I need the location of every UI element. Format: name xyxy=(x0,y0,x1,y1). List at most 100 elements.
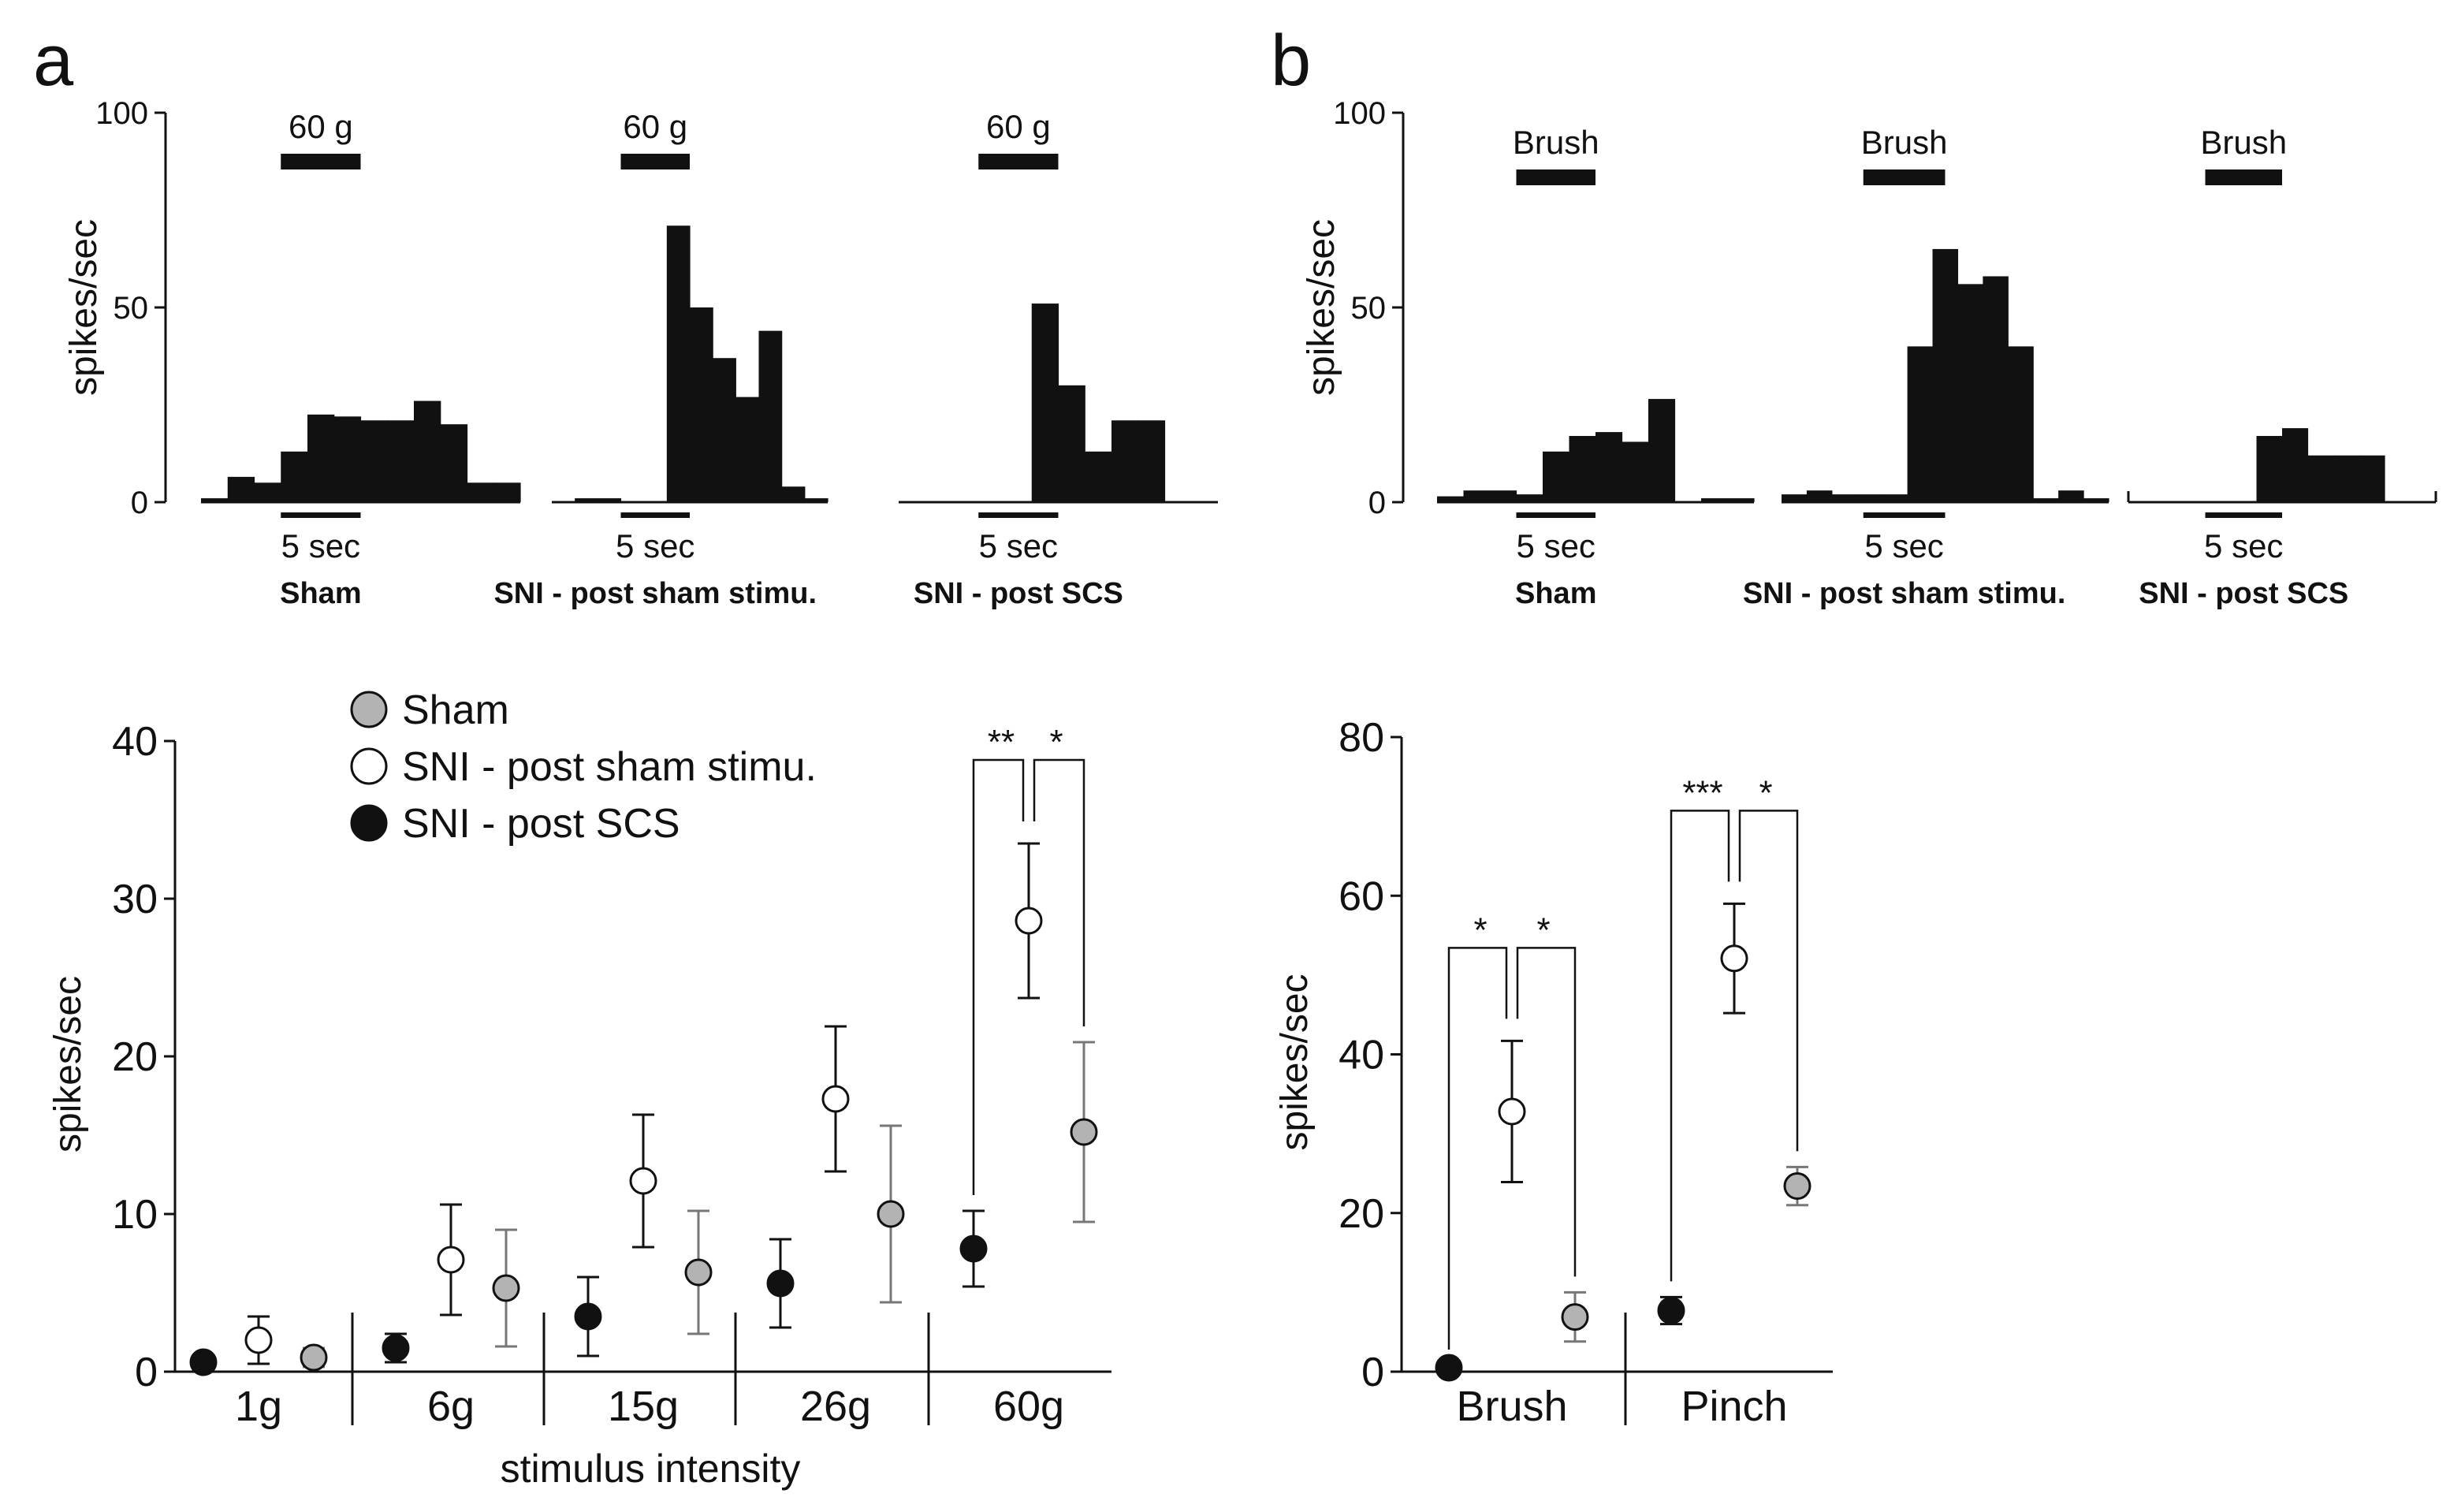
bracket-left xyxy=(972,758,1025,1195)
stimulus-bar xyxy=(1863,169,1945,185)
hist-y-tick-label: 100 xyxy=(1333,96,1386,131)
histogram-bar xyxy=(713,358,736,502)
histogram-3: Brush 5 sec SNI - post SCS xyxy=(2127,124,2437,610)
category-label: Brush xyxy=(1456,1383,1567,1430)
histogram-bar xyxy=(307,414,335,502)
histogram-bar xyxy=(758,330,783,502)
data-point-sni-post-sham-stimu- xyxy=(437,1246,465,1274)
significance-label: * xyxy=(1536,911,1550,949)
condition-label: SNI - post sham stimu. xyxy=(493,577,817,610)
histogram-bar xyxy=(440,424,468,502)
histogram-bar xyxy=(804,498,828,502)
histogram-bar xyxy=(1543,451,1570,502)
histogram-bar xyxy=(2033,498,2059,502)
y-tick-label: 80 xyxy=(1339,715,1384,761)
time-scale-bar xyxy=(281,512,361,518)
time-scale-bar xyxy=(978,512,1059,518)
time-scale-label: 5 sec xyxy=(616,527,694,564)
condition-label: SNI - post SCS xyxy=(2139,577,2348,610)
bracket-right xyxy=(1516,947,1577,1277)
significance-label: * xyxy=(1049,723,1063,762)
histogram-bar xyxy=(1701,498,1729,502)
hist-y-axis-title: spikes/sec xyxy=(63,219,105,396)
histogram-bar xyxy=(254,482,281,502)
category-label: 60g xyxy=(993,1383,1064,1430)
legend-marker xyxy=(350,691,388,728)
hist-y-tick-label: 100 xyxy=(95,96,148,131)
data-point-sni-post-scs xyxy=(959,1235,988,1263)
time-scale-label: 5 sec xyxy=(1517,527,1595,564)
histogram-bar xyxy=(690,307,713,502)
panel-a-scatter-plot: 0 10 20 30 40 spikes/sec stimulus intensity 1g 6… xyxy=(47,719,1111,1491)
histogram-2: Brush 5 sec SNI - post sham stimu. xyxy=(1743,124,2109,610)
histogram-bar xyxy=(1957,284,1983,502)
histogram-bar xyxy=(227,476,255,502)
time-scale-label: 5 sec xyxy=(2204,527,2283,564)
stimulus-bar xyxy=(281,154,361,169)
histogram-bar xyxy=(1983,276,2009,502)
stimulus-bar xyxy=(2205,169,2282,185)
histogram-bar xyxy=(1648,399,1676,502)
bracket-left xyxy=(1670,810,1730,1282)
histogram-bar xyxy=(1111,420,1139,502)
significance-label: ** xyxy=(988,723,1015,762)
histogram-bar xyxy=(781,486,806,502)
category-label: Pinch xyxy=(1681,1383,1787,1430)
y-tick-label: 40 xyxy=(112,719,158,765)
data-point-sham xyxy=(877,1200,905,1228)
data-point-sni-post-sham-stimu- xyxy=(821,1085,850,1113)
stimulus-label: 60 g xyxy=(289,108,353,145)
stimulus-label: Brush xyxy=(1513,124,1599,161)
panel-letter-a: a xyxy=(33,20,74,101)
legend-marker xyxy=(350,747,388,785)
condition-label: SNI - post sham stimu. xyxy=(1743,577,2066,610)
histogram-bar xyxy=(493,482,521,502)
histogram-bar xyxy=(2282,428,2309,502)
hist-y-tick-label: 0 xyxy=(131,486,148,520)
data-point-sham xyxy=(1561,1303,1589,1331)
histogram-bar xyxy=(575,498,598,502)
stimulus-bar xyxy=(1516,169,1595,185)
histogram-bar xyxy=(414,400,441,502)
data-point-sham xyxy=(300,1343,328,1372)
histogram-bar xyxy=(1831,494,1858,502)
significance-label: *** xyxy=(1682,773,1722,812)
data-point-sni-post-scs xyxy=(1657,1297,1685,1325)
data-point-sni-post-scs xyxy=(382,1334,410,1362)
stimulus-bar xyxy=(620,154,690,169)
hist-y-axis-title: spikes/sec xyxy=(1301,219,1342,396)
data-point-sni-post-scs xyxy=(766,1269,795,1298)
stimulus-label: 60 g xyxy=(986,108,1051,145)
histogram-bar xyxy=(1138,420,1166,502)
bracket-right xyxy=(1033,758,1085,1026)
y-tick-label: 0 xyxy=(135,1350,158,1395)
legend: Sham SNI - post sham stimu. SNI - post SCS xyxy=(350,687,817,847)
time-scale-bar xyxy=(2205,512,2282,518)
data-point-sni-post-sham-stimu- xyxy=(1498,1097,1526,1126)
panel-letter-b: b xyxy=(1271,20,1311,101)
histogram-2: 60 g 5 sec SNI - post sham stimu. xyxy=(493,108,828,610)
histogram-bar xyxy=(1907,346,1934,502)
panel-a-histograms: 100 50 0 spikes/sec 60 g 5 sec Sham 60 g 5 sec SN… xyxy=(63,96,1218,610)
stimulus-label: Brush xyxy=(1861,124,1948,161)
significance-bracket: * * xyxy=(1447,911,1577,1350)
histogram-bar xyxy=(1463,490,1491,502)
histogram-bar xyxy=(598,498,622,502)
histogram-bar xyxy=(1856,494,1883,502)
histogram-bar xyxy=(1490,490,1517,502)
legend-label: Sham xyxy=(402,687,509,733)
stimulus-bar xyxy=(978,154,1059,169)
histogram-bar xyxy=(2359,455,2385,502)
histogram-bar xyxy=(735,397,760,502)
data-point-sni-post-scs xyxy=(574,1302,602,1331)
histogram-1: 60 g 5 sec Sham xyxy=(201,108,521,610)
histogram-bar xyxy=(1569,436,1596,502)
hist-y-tick-label: 0 xyxy=(1368,486,1386,520)
histogram-bar xyxy=(281,451,308,502)
histogram-bar xyxy=(1595,432,1623,502)
histogram-bar xyxy=(333,416,362,502)
histogram-bar xyxy=(2058,490,2084,502)
condition-label: SNI - post SCS xyxy=(914,577,1123,610)
x-axis-title: stimulus intensity xyxy=(501,1447,801,1491)
